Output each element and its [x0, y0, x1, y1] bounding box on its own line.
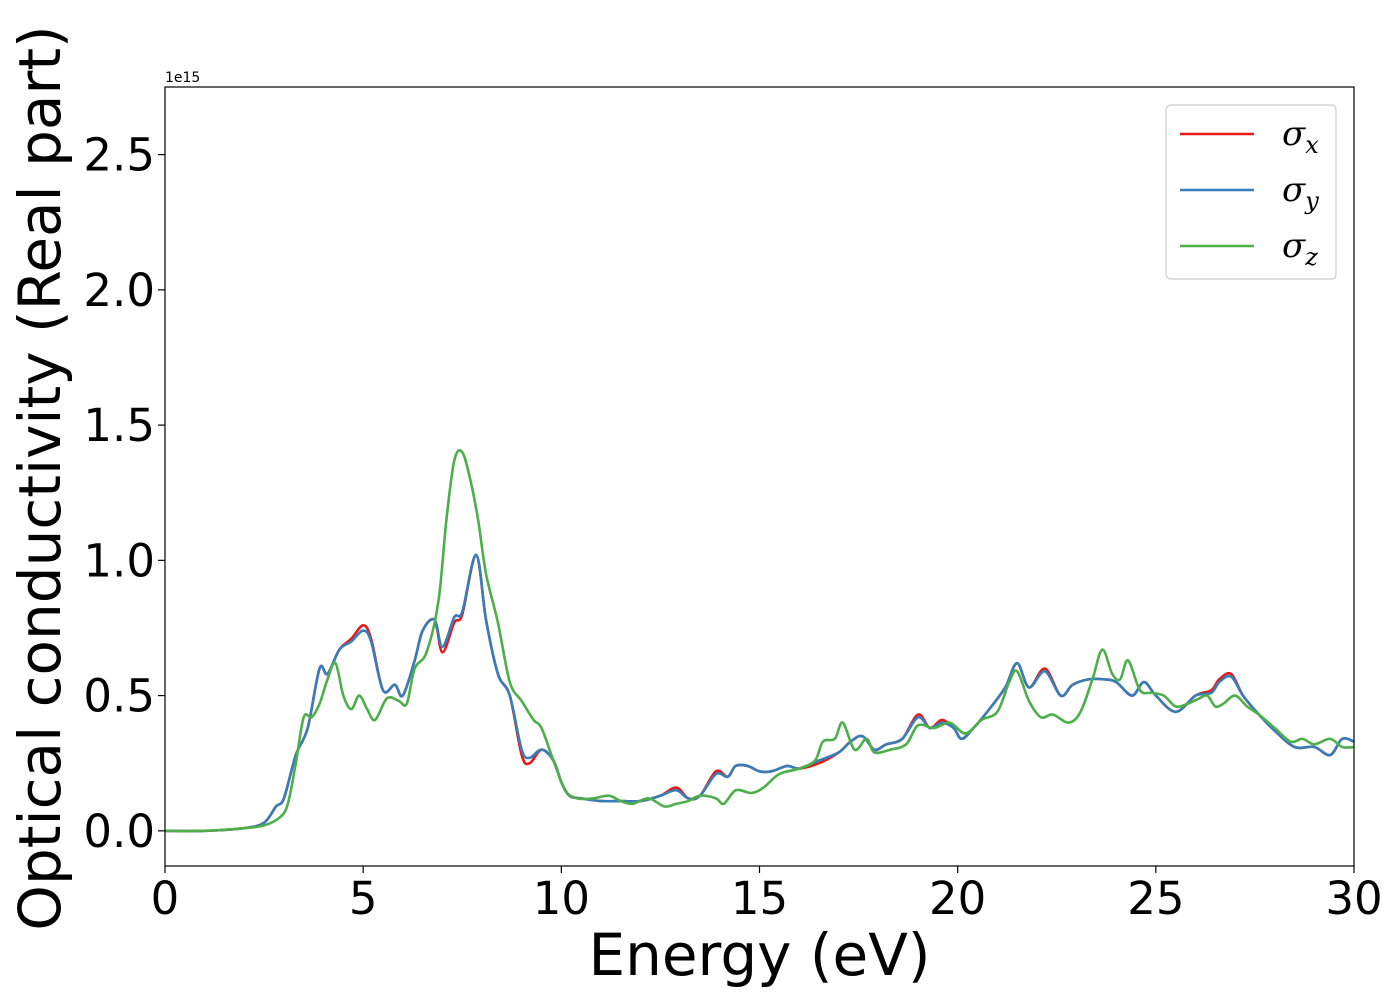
- y-tick-label: 2.0: [83, 264, 155, 317]
- legend-box: [1165, 104, 1337, 280]
- y-tick-label: 0.0: [83, 805, 155, 858]
- series-layer: [164, 449, 1355, 833]
- legend-label-sigma-z: σz: [1282, 226, 1318, 271]
- x-tick-label: 5: [349, 872, 378, 925]
- x-tick-label: 20: [929, 872, 986, 925]
- series-line-sigma-z: [164, 449, 1355, 833]
- y-tick-label: 1.5: [83, 399, 155, 452]
- x-tick-label: 10: [533, 872, 590, 925]
- y-axis-multiplier: 1e15: [165, 70, 200, 86]
- x-tick-label: 25: [1127, 872, 1184, 925]
- y-tick-label: 2.5: [83, 129, 155, 182]
- y-axis-ticks: 0.0 0.5 1.0 1.5 2.0 2.5: [83, 129, 165, 858]
- legend-items: σx σy σz: [1180, 114, 1319, 271]
- x-tick-label: 0: [151, 872, 180, 925]
- x-axis-ticks: 0 5 10 15 20 25 30: [151, 866, 1383, 925]
- legend-label-sigma-y: σy: [1282, 170, 1319, 215]
- legend-label-sigma-x: σx: [1282, 114, 1319, 159]
- x-tick-label: 30: [1325, 872, 1382, 925]
- x-axis-label: Energy (eV): [588, 921, 930, 989]
- y-tick-label: 0.5: [83, 670, 155, 723]
- legend: σx σy σz: [1165, 104, 1337, 280]
- y-axis-label: Optical conductivity (Real part): [6, 25, 74, 930]
- x-tick-label: 15: [731, 872, 788, 925]
- y-tick-label: 1.0: [83, 534, 155, 587]
